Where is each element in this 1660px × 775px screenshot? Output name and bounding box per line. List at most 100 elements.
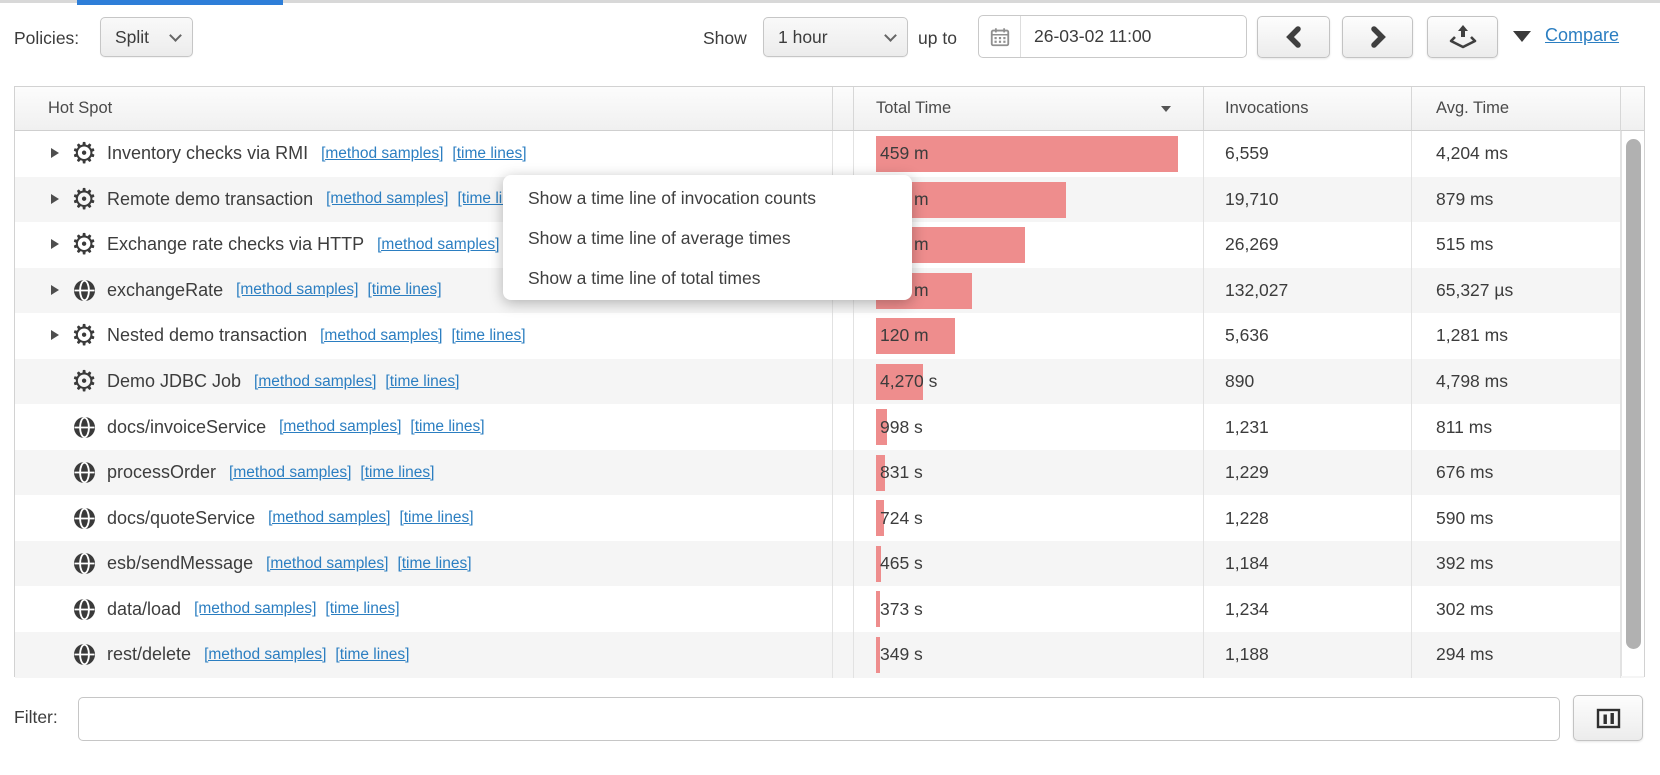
time-lines-link[interactable]: [time lines] [325, 600, 400, 618]
globe-icon [70, 268, 98, 314]
datetime-value[interactable]: 26-03-02 11:00 [1034, 26, 1152, 46]
globe-icon [70, 404, 98, 450]
row-gutter [833, 313, 854, 359]
hotspot-row[interactable]: ⚙ docs/invoiceService [method samples] [… [15, 404, 1644, 450]
expand-triangle-icon[interactable] [51, 148, 59, 158]
invocations-value: 26,269 [1204, 222, 1412, 268]
hotspot-row[interactable]: ⚙ esb/sendMessage [method samples] [time… [15, 540, 1644, 587]
total-time-value: 998 s [880, 416, 923, 437]
hotspot-row[interactable]: ⚙ data/load [method samples] [time lines… [15, 586, 1644, 633]
hotspot-row[interactable]: ⚙ Inventory checks via RMI [method sampl… [15, 131, 1644, 177]
method-samples-link[interactable]: [method samples] [320, 326, 443, 344]
column-header-total-time[interactable]: Total Time [854, 87, 1204, 130]
total-time-value: 120 m [880, 325, 929, 346]
time-lines-link[interactable]: [time lines] [367, 281, 442, 299]
row-gutter [833, 358, 854, 405]
gear-icon: ⚙ [71, 318, 97, 353]
policies-select[interactable]: Split [100, 17, 193, 57]
show-label: Show [703, 28, 747, 48]
total-time-value: 724 s [880, 507, 923, 528]
datetime-field[interactable]: 26-03-02 11:00 [978, 15, 1247, 58]
previous-interval-button[interactable] [1257, 16, 1330, 58]
column-config-button[interactable] [1573, 695, 1643, 741]
export-button[interactable] [1427, 16, 1498, 58]
invocations-value: 1,229 [1204, 449, 1412, 496]
method-samples-link[interactable]: [method samples] [229, 463, 352, 481]
time-lines-link[interactable]: [time lines] [399, 509, 474, 527]
total-time-value: 373 s [880, 598, 923, 619]
context-menu-item[interactable]: Show a time line of total times [528, 268, 761, 288]
total-time-bar [876, 637, 880, 674]
method-samples-link[interactable]: [method samples] [321, 144, 444, 162]
method-samples-link[interactable]: [method samples] [266, 554, 389, 572]
total-time-bar [876, 363, 923, 400]
context-menu-item[interactable]: Show a time line of invocation counts [528, 188, 816, 208]
invocations-value: 5,636 [1204, 313, 1412, 359]
expand-triangle-icon[interactable] [51, 193, 59, 204]
method-samples-link[interactable]: [method samples] [194, 600, 317, 618]
hotspot-row[interactable]: ⚙ docs/quoteService [method samples] [ti… [15, 495, 1644, 541]
time-range-select[interactable]: 1 hour [763, 17, 908, 57]
scrollbar-header-divider [1620, 87, 1621, 131]
vertical-scrollbar[interactable] [1621, 131, 1644, 676]
hotspot-name: Inventory checks via RMI [107, 143, 309, 164]
method-samples-link[interactable]: [method samples] [236, 281, 359, 299]
globe-icon [70, 632, 98, 678]
time-lines-link[interactable]: [time lines] [452, 144, 527, 162]
hotspot-row[interactable]: ⚙ Nested demo transaction [method sample… [15, 313, 1644, 359]
time-lines-link[interactable]: [time lines] [410, 418, 485, 436]
avg-time-value: 515 ms [1412, 222, 1621, 268]
gear-icon: ⚙ [71, 136, 97, 171]
column-header-avg-time[interactable]: Avg. Time [1412, 87, 1621, 130]
column-header-invocations[interactable]: Invocations [1204, 87, 1412, 130]
calendar-icon[interactable] [979, 16, 1021, 57]
total-time-bar [876, 500, 884, 537]
avg-time-value: 676 ms [1412, 449, 1621, 496]
time-lines-link[interactable]: [time lines] [451, 326, 526, 344]
hotspot-row[interactable]: ⚙ Demo JDBC Job [method samples] [time l… [15, 358, 1644, 405]
expand-triangle-icon[interactable] [51, 239, 59, 250]
column-header-hotspot[interactable]: Hot Spot [15, 87, 833, 130]
expand-triangle-icon[interactable] [51, 330, 59, 341]
hotspot-name: data/load [107, 598, 182, 619]
method-samples-link[interactable]: [method samples] [204, 645, 327, 663]
expand-triangle-icon[interactable] [51, 284, 59, 295]
time-lines-link[interactable]: [time lines] [397, 554, 472, 572]
hotspot-row[interactable]: ⚙ processOrder [method samples] [time li… [15, 449, 1644, 496]
globe-icon [70, 495, 98, 541]
row-gutter [833, 632, 854, 678]
context-menu-item[interactable]: Show a time line of average times [528, 228, 791, 248]
time-lines-context-menu: Show a time line of invocation counts Sho… [503, 175, 912, 300]
hotspot-name: exchangeRate [107, 279, 224, 300]
method-samples-link[interactable]: [method samples] [377, 235, 500, 253]
filter-input[interactable] [78, 697, 1560, 741]
avg-time-value: 65,327 µs [1412, 267, 1621, 314]
method-samples-link[interactable]: [method samples] [279, 418, 402, 436]
chevron-left-icon [1285, 26, 1301, 48]
invocations-value: 19,710 [1204, 176, 1412, 223]
hotspot-row[interactable]: ⚙ rest/delete [method samples] [time lin… [15, 632, 1644, 678]
time-lines-link[interactable]: [time lines] [360, 463, 435, 481]
chevron-down-icon [169, 28, 182, 42]
time-lines-link[interactable]: [time lines] [335, 645, 410, 663]
avg-time-value: 392 ms [1412, 540, 1621, 587]
export-tray-icon [1449, 25, 1476, 49]
next-interval-button[interactable] [1342, 16, 1413, 58]
method-samples-link[interactable]: [method samples] [326, 190, 449, 208]
time-lines-link[interactable]: [time lines] [385, 372, 460, 390]
method-samples-link[interactable]: [method samples] [254, 372, 377, 390]
total-time-value: 465 s [880, 553, 923, 574]
total-time-value: 4,270 s [880, 371, 938, 391]
gear-icon: ⚙ [71, 364, 97, 398]
method-samples-link[interactable]: [method samples] [268, 509, 391, 527]
avg-time-value: 294 ms [1412, 632, 1621, 678]
hotspot-name: docs/quoteService [107, 507, 256, 528]
hotspot-name: Nested demo transaction [107, 325, 308, 346]
column-config-icon [1596, 708, 1620, 729]
avg-time-value: 4,798 ms [1412, 358, 1621, 405]
compare-menu-caret-icon[interactable] [1513, 31, 1531, 42]
total-time-value: 459 m [880, 143, 929, 164]
scrollbar-thumb[interactable] [1626, 139, 1641, 649]
globe-icon [70, 586, 98, 632]
compare-link[interactable]: Compare [1545, 25, 1620, 45]
